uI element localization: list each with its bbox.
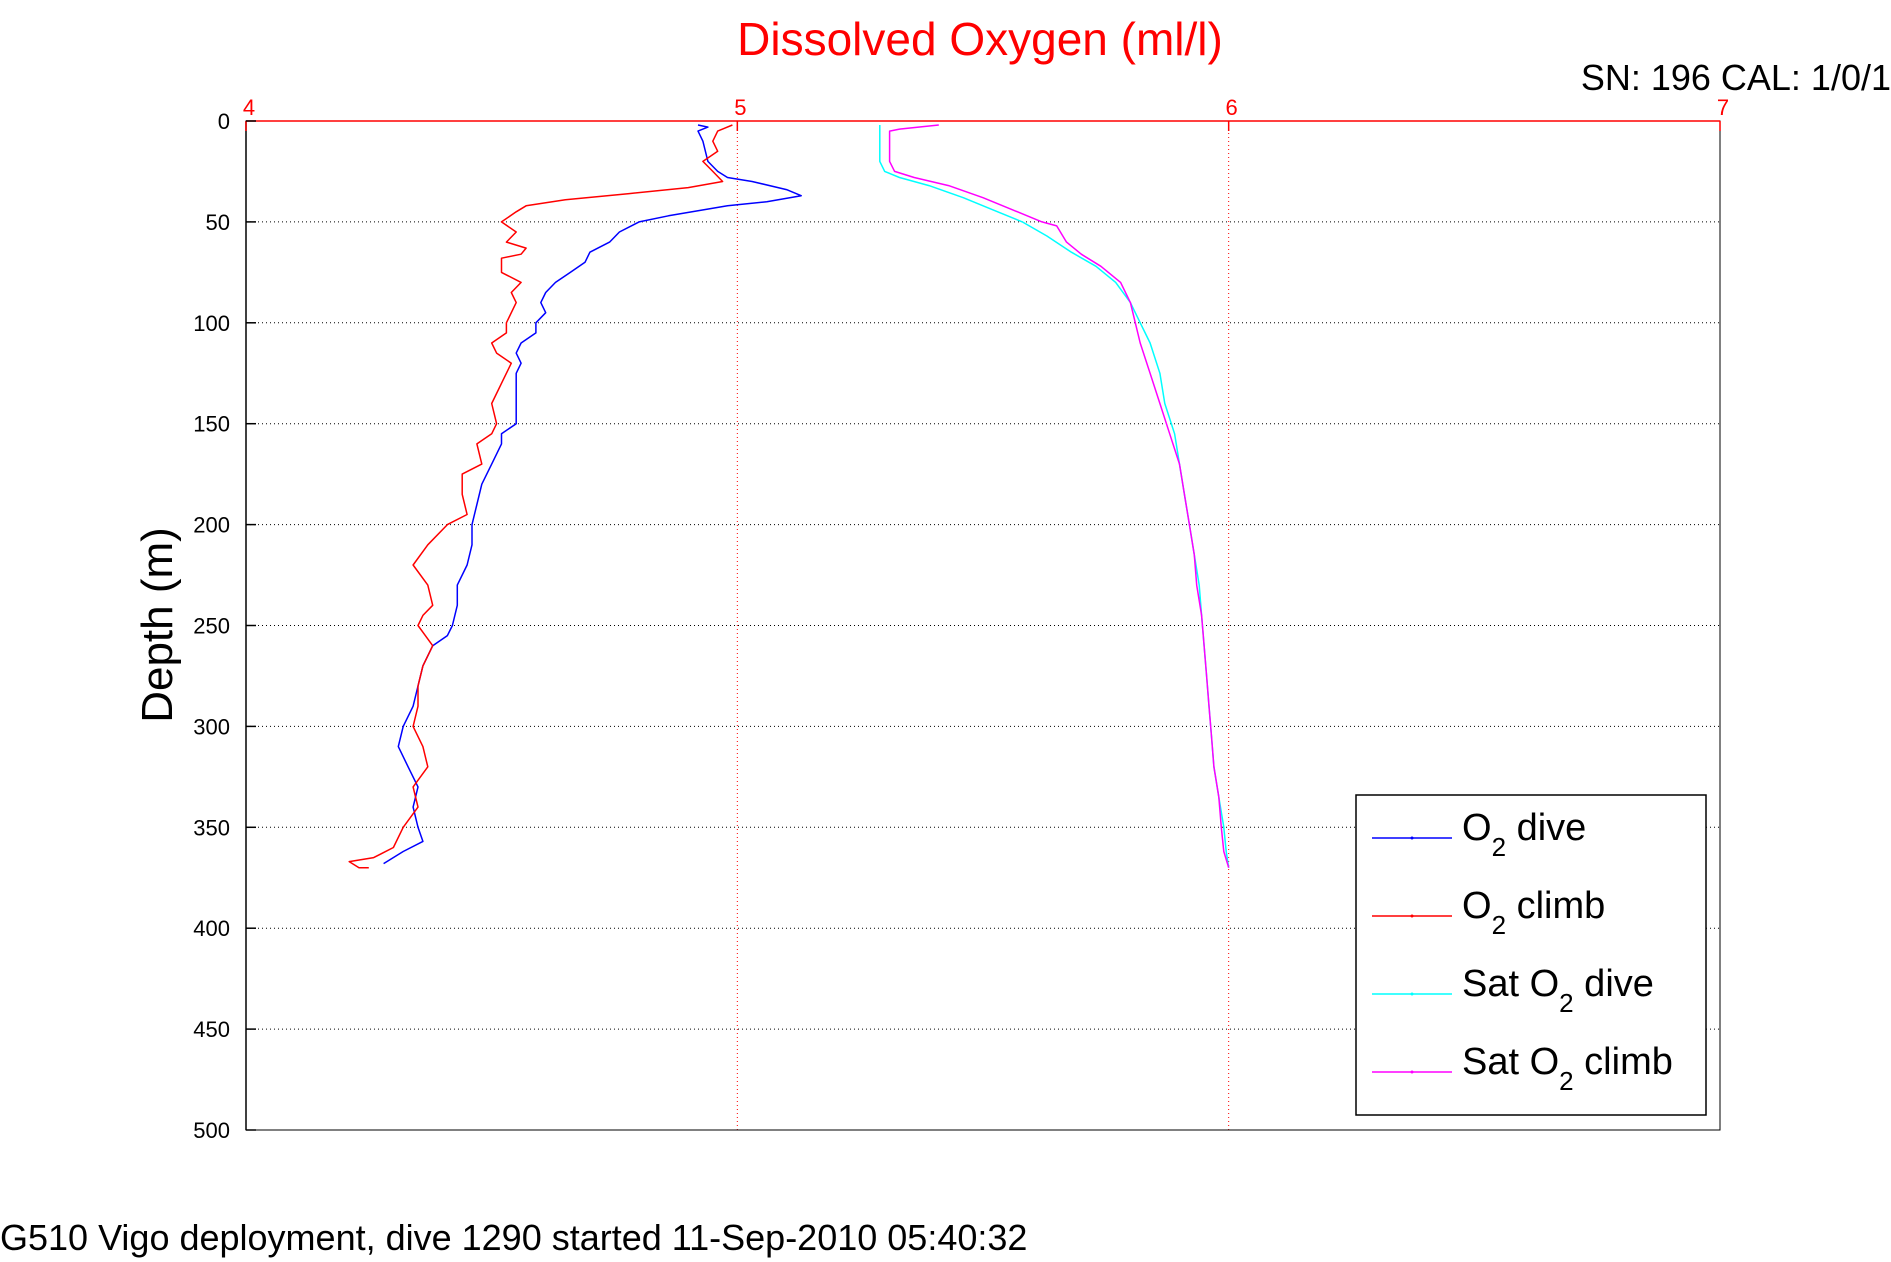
legend-label: Sat O2 dive xyxy=(1462,963,1654,1018)
legend-label: Sat O2 climb xyxy=(1462,1041,1673,1096)
y-tick-label: 350 xyxy=(193,815,230,840)
legend-label-main: Sat O xyxy=(1462,963,1559,1005)
legend-box xyxy=(1355,794,1707,1116)
chart-title: Dissolved Oxygen (ml/l) xyxy=(737,13,1223,65)
legend-label-rest: climb xyxy=(1574,1041,1673,1083)
series-line-o2-dive xyxy=(383,124,802,865)
x-tick-label: 5 xyxy=(734,95,746,120)
y-tick-label: 50 xyxy=(206,210,230,235)
y-tick-label: 250 xyxy=(193,614,230,639)
legend-label-subscript: 2 xyxy=(1492,910,1506,940)
serial-calibration-note: SN: 196 CAL: 1/0/1 xyxy=(1581,57,1891,98)
legend-label-rest: climb xyxy=(1506,885,1605,927)
legend-item: Sat O2 climb xyxy=(1372,1041,1673,1096)
series-line-sat-o2-dive xyxy=(879,125,1230,868)
legend-label-subscript: 2 xyxy=(1559,988,1573,1018)
series-lines xyxy=(348,124,1230,869)
legend-item: O2 climb xyxy=(1372,885,1605,940)
legend-label: O2 climb xyxy=(1462,885,1605,940)
legend-label-main: O xyxy=(1462,807,1492,849)
y-tick-label: 450 xyxy=(193,1017,230,1042)
y-tick-label: 150 xyxy=(193,412,230,437)
y-axis-ticks: 0 50 100 150 200 250 300 350 400 450 500 xyxy=(193,109,256,1143)
legend-marker xyxy=(1410,914,1414,918)
x-tick-label: 4 xyxy=(243,95,255,120)
y-tick-label: 500 xyxy=(193,1118,230,1143)
legend-label: O2 dive xyxy=(1462,807,1586,862)
legend-label-main: O xyxy=(1462,885,1492,927)
dive-caption: G510 Vigo deployment, dive 1290 started … xyxy=(0,1217,1027,1258)
legend-marker xyxy=(1410,836,1414,840)
x-axis-ticks: 4 5 6 7 xyxy=(243,95,1729,131)
legend-marker xyxy=(1410,1070,1414,1074)
series-line-o2-climb xyxy=(348,124,733,869)
legend-item: Sat O2 dive xyxy=(1372,963,1654,1018)
series-line-sat-o2-climb xyxy=(888,124,1230,868)
legend-label-main: Sat O xyxy=(1462,1041,1559,1083)
legend-label-subscript: 2 xyxy=(1492,832,1506,862)
legend-marker xyxy=(1410,992,1414,996)
x-tick-label: 7 xyxy=(1717,95,1729,120)
legend-label-subscript: 2 xyxy=(1559,1066,1573,1096)
y-axis-label: Depth (m) xyxy=(133,527,182,723)
legend-label-rest: dive xyxy=(1506,807,1586,849)
y-tick-label: 0 xyxy=(218,109,230,134)
y-tick-label: 200 xyxy=(193,513,230,538)
y-tick-label: 100 xyxy=(193,311,230,336)
legend-item: O2 dive xyxy=(1372,807,1586,862)
y-tick-label: 400 xyxy=(193,916,230,941)
legend-label-rest: dive xyxy=(1574,963,1654,1005)
y-tick-label: 300 xyxy=(193,714,230,739)
x-tick-label: 6 xyxy=(1226,95,1238,120)
